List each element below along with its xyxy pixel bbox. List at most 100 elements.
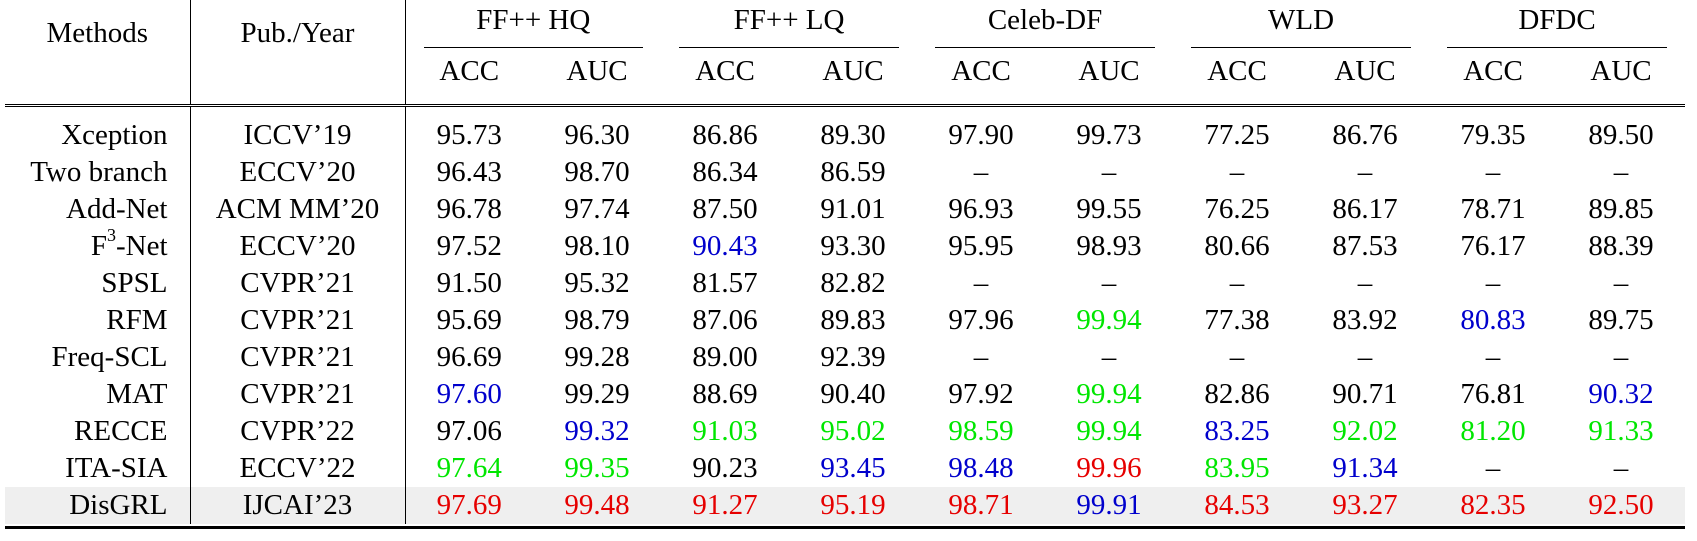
- pub-year-cell: CVPR’21: [190, 265, 406, 302]
- metric-value: 76.81: [1460, 378, 1526, 410]
- method-cell: F3-Net: [5, 226, 191, 265]
- metric-value: –: [1485, 452, 1501, 484]
- metric-value: 96.43: [436, 156, 502, 188]
- method-cell: RECCE: [5, 413, 191, 450]
- method-name: Two branch: [30, 156, 168, 188]
- metric-value: 87.06: [692, 304, 758, 336]
- metric-value: 99.73: [1076, 119, 1142, 151]
- header-group-fflq: FF++ LQ: [661, 0, 917, 48]
- metric-value: 88.69: [692, 378, 758, 410]
- metric-value: 97.52: [436, 230, 502, 262]
- header-pub-year: Pub./Year: [190, 0, 406, 107]
- metric-value: 87.50: [692, 193, 758, 225]
- metric-value: 77.38: [1204, 304, 1270, 336]
- metric-value: 77.25: [1204, 119, 1270, 151]
- metric-value: 89.00: [692, 341, 758, 373]
- metric-header: AUC: [1301, 38, 1430, 107]
- metric-value: 98.79: [564, 304, 630, 336]
- metric-value: 88.39: [1588, 230, 1654, 262]
- metric-value: 97.92: [948, 378, 1014, 410]
- metric-value: 95.02: [820, 415, 886, 447]
- metric-header: AUC: [789, 38, 918, 107]
- table-row: DisGRL IJCAI’23 97.69 99.48 91.27 95.19 98.71 9…: [5, 487, 1686, 524]
- metric-value: –: [1485, 156, 1501, 188]
- metric-value: 78.71: [1460, 193, 1526, 225]
- metric-value: 82.35: [1429, 487, 1558, 524]
- method-name: SPSL: [101, 267, 168, 299]
- table-body: Xception ICCV’19 95.73 96.30 86.86 89.30 97.90…: [5, 105, 1686, 524]
- metric-value: –: [1485, 267, 1501, 299]
- metric-value: –: [973, 341, 989, 373]
- header-group-wld: WLD: [1173, 0, 1429, 48]
- metric-value: 97.60: [436, 378, 502, 410]
- method-name: F: [90, 230, 107, 262]
- table-row: Xception ICCV’19 95.73 96.30 86.86 89.30 97.90…: [5, 105, 1685, 154]
- method-cell: DisGRL: [5, 487, 191, 524]
- table-row: SPSL CVPR’21 91.50 95.32 81.57 82.82 – – – – – –: [5, 265, 1685, 302]
- metric-value: 90.43: [692, 230, 758, 262]
- metric-value: 83.95: [1204, 452, 1270, 484]
- metric-value: 89.50: [1588, 119, 1654, 151]
- method-cell: SPSL: [5, 265, 191, 302]
- metric-value: 92.39: [820, 341, 886, 373]
- metric-value: 97.96: [948, 304, 1014, 336]
- table-row: F3-Net ECCV’20 97.52 98.10 90.43 93.30 95.95 98…: [5, 226, 1685, 265]
- metric-value: –: [1485, 341, 1501, 373]
- metric-value: 86.86: [692, 119, 758, 151]
- header-group-dfdc: DFDC: [1429, 0, 1685, 48]
- metric-value: 91.01: [820, 193, 886, 225]
- metric-value: 89.75: [1588, 304, 1654, 336]
- metric-value: 91.03: [692, 415, 758, 447]
- metric-value: 96.93: [948, 193, 1014, 225]
- metric-value: 91.50: [436, 267, 502, 299]
- metric-value: 86.76: [1332, 119, 1398, 151]
- pub-year-cell: CVPR’21: [190, 302, 406, 339]
- header-row-groups: Methods Pub./Year FF++ HQ FF++ LQ Celeb-…: [5, 0, 1685, 107]
- metric-value: –: [1229, 341, 1245, 373]
- metric-value: 81.57: [692, 267, 758, 299]
- group-label: FF++ LQ: [733, 4, 845, 36]
- metric-value: 82.86: [1204, 378, 1270, 410]
- method-name: RECCE: [74, 415, 168, 447]
- metric-value: 97.64: [436, 452, 502, 484]
- table-row: MAT CVPR’21 97.60 99.29 88.69 90.40 97.92 99.94…: [5, 376, 1685, 413]
- method-cell: Freq-SCL: [5, 339, 191, 376]
- metric-value: 86.59: [820, 156, 886, 188]
- metric-value: 99.94: [1076, 304, 1142, 336]
- metric-header: ACC: [1429, 38, 1558, 107]
- method-name: Xception: [61, 119, 168, 151]
- metric-value: 76.17: [1460, 230, 1526, 262]
- group-label: DFDC: [1518, 4, 1596, 36]
- metric-value: 87.53: [1332, 230, 1398, 262]
- metric-header: AUC: [533, 38, 662, 107]
- metric-value: 95.95: [948, 230, 1014, 262]
- metric-header: ACC: [917, 38, 1046, 107]
- metric-value: 91.34: [1332, 452, 1398, 484]
- comparison-table: Methods Pub./Year FF++ HQ FF++ LQ Celeb-…: [5, 0, 1686, 524]
- metric-value: 99.55: [1076, 193, 1142, 225]
- group-label: FF++ HQ: [476, 4, 591, 36]
- pub-year-cell: CVPR’21: [190, 339, 406, 376]
- metric-value: 98.59: [948, 415, 1014, 447]
- metric-value: 99.32: [564, 415, 630, 447]
- metric-header: ACC: [661, 38, 790, 107]
- metric-value: 82.82: [820, 267, 886, 299]
- metric-value: –: [1101, 341, 1117, 373]
- pub-year-cell: CVPR’21: [190, 376, 406, 413]
- metric-value: 97.06: [436, 415, 502, 447]
- method-name: Add-Net: [66, 193, 168, 225]
- metric-value: 83.92: [1332, 304, 1398, 336]
- metric-value: 98.70: [564, 156, 630, 188]
- method-cell: Two branch: [5, 154, 191, 191]
- metric-value: 90.23: [692, 452, 758, 484]
- metric-value: 93.30: [820, 230, 886, 262]
- method-cell: MAT: [5, 376, 191, 413]
- table-row: Two branch ECCV’20 96.43 98.70 86.34 86.59 – – –…: [5, 154, 1685, 191]
- metric-value: 97.74: [564, 193, 630, 225]
- method-name: Freq-SCL: [51, 341, 168, 373]
- metric-value: 83.25: [1204, 415, 1270, 447]
- header-methods: Methods: [5, 0, 191, 107]
- metric-value: 93.45: [820, 452, 886, 484]
- metric-value: 99.96: [1076, 452, 1142, 484]
- metric-value: 84.53: [1173, 487, 1302, 524]
